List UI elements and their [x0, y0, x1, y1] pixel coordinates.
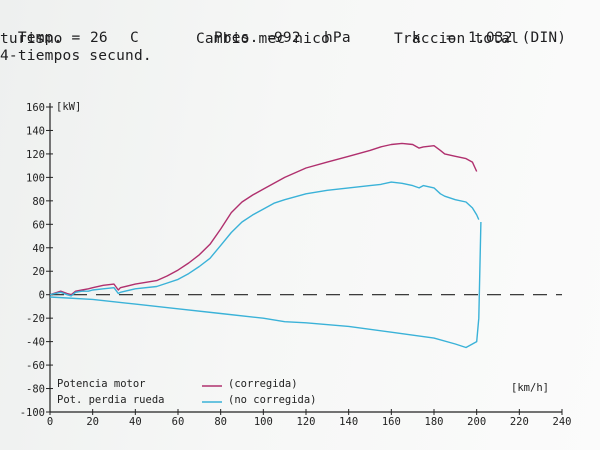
x-tick-label: 100: [254, 416, 273, 428]
x-axis-label: [km/h]: [511, 382, 549, 394]
y-tick-label: -80: [26, 384, 45, 396]
y-tick-label: 60: [32, 219, 45, 231]
y-tick-label: 80: [32, 196, 45, 208]
k-equals: =: [446, 30, 455, 46]
chart-series: [49, 142, 482, 349]
y-tick-label: 140: [26, 125, 45, 137]
series-line-uncorrected_loss: [49, 221, 482, 349]
gearbox-type: Cambio mec nico: [196, 31, 330, 47]
temp-label: Temp. =: [17, 30, 81, 46]
legend-text: (no corregida): [228, 394, 317, 406]
pressure-value: 992: [274, 30, 301, 46]
chart-axes: -100 -80 -60 -40 -20 0 20 40 60 80 100 120 140 160 0 20…: [20, 101, 572, 428]
y-tick-label: -20: [26, 313, 45, 325]
k-value: 1.032 (DIN): [468, 30, 567, 46]
legend-label: Pot. perdia rueda: [57, 394, 164, 406]
x-tick-label: 80: [214, 416, 227, 428]
pressure-unit: hPa: [324, 30, 351, 46]
chart-legend: Potencia motor (corregida) Pot. perdia rue…: [57, 378, 317, 406]
y-tick-label: -100: [20, 407, 45, 419]
x-tick-label: 160: [382, 416, 401, 428]
engine-type: 4-tiempos secund.: [0, 48, 152, 64]
series-line-corrected: [49, 142, 478, 296]
x-tick-label: 40: [129, 416, 142, 428]
x-tick-label: 200: [467, 416, 486, 428]
x-tick-label: 180: [425, 416, 444, 428]
pressure-label: Pres. =: [213, 30, 277, 46]
legend-text: (corregida): [228, 378, 298, 390]
y-tick-label: 20: [32, 266, 45, 278]
x-tick-label: 240: [553, 416, 572, 428]
y-tick-label: 100: [26, 172, 45, 184]
temp-value: 26: [90, 30, 108, 46]
x-tick-label: 60: [172, 416, 185, 428]
series-line-uncorrected: [49, 181, 480, 297]
x-tick-label: 20: [86, 416, 99, 428]
x-tick-label: 120: [297, 416, 316, 428]
y-tick-label: 0: [39, 290, 45, 302]
y-axis-label: [kW]: [56, 101, 81, 113]
y-tick-label: -60: [26, 360, 45, 372]
y-tick-label: -40: [26, 337, 45, 349]
traction-type: Traccion total: [394, 31, 520, 47]
vehicle-type: turismo: [0, 31, 63, 47]
x-tick-label: 140: [339, 416, 358, 428]
y-tick-label: 40: [32, 243, 45, 255]
x-tick-label: 0: [47, 416, 53, 428]
y-tick-label: 160: [26, 102, 45, 114]
x-tick-label: 220: [510, 416, 529, 428]
y-tick-label: 120: [26, 149, 45, 161]
temp-unit: C: [130, 30, 139, 46]
legend-label: Potencia motor: [57, 378, 146, 390]
k-label: k: [411, 30, 421, 46]
